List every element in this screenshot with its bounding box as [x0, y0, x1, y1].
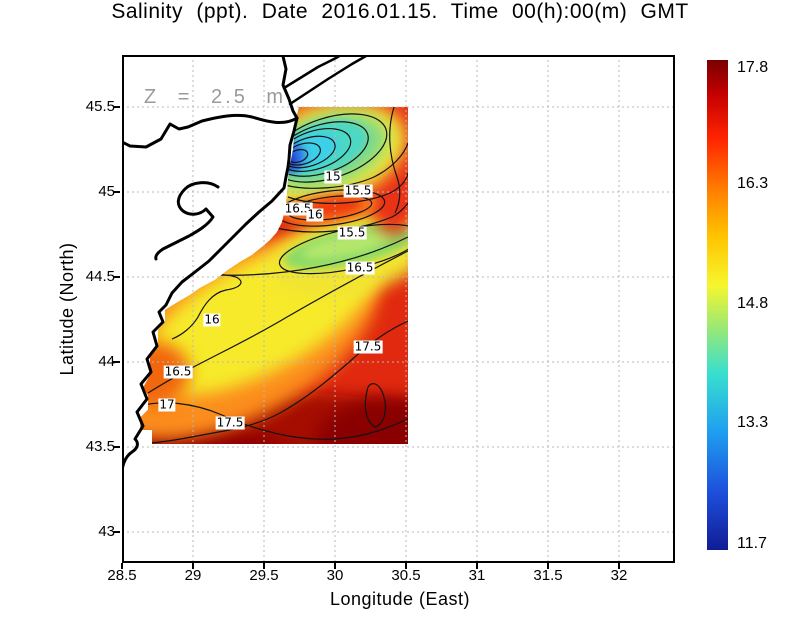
y-tick-label: 43.5	[85, 438, 115, 455]
x-tick-mark	[618, 563, 620, 569]
x-tick-label: 30.5	[391, 567, 421, 584]
y-tick-mark	[113, 361, 120, 363]
y-tick-mark	[113, 191, 120, 193]
x-axis-title: Longitude (East)	[329, 589, 471, 609]
colorbar-tick-label: 17.8	[737, 59, 769, 76]
x-tick-label: 32	[610, 567, 628, 584]
y-tick-mark	[113, 106, 120, 108]
salinity-field-canvas	[122, 55, 675, 563]
x-tick-mark	[476, 563, 478, 569]
depth-annotation: Z = 2.5 m	[144, 86, 287, 108]
x-tick-mark	[263, 563, 265, 569]
contour-label: 17.5	[353, 339, 383, 354]
x-tick-label: 31.5	[533, 567, 563, 584]
contour-label: 15	[324, 169, 342, 184]
contour-label: 15.5	[337, 225, 367, 240]
contour-label: 16	[306, 207, 324, 222]
contour-label: 16.5	[283, 201, 313, 216]
x-tick-label: 28.5	[107, 567, 137, 584]
x-tick-label: 31	[468, 567, 486, 584]
x-tick-mark	[334, 563, 336, 569]
colorbar	[707, 60, 728, 550]
x-tick-label: 29	[184, 567, 202, 584]
y-tick-label: 43	[98, 523, 115, 540]
y-tick-mark	[113, 446, 120, 448]
chart-title: Salinity (ppt). Date 2016.01.15. Time 00…	[111, 0, 689, 23]
salinity-color-field	[140, 107, 408, 444]
colorbar-tick-label: 13.3	[737, 414, 769, 431]
colorbar-tick-label: 16.3	[737, 175, 769, 192]
y-tick-label: 45	[98, 183, 115, 200]
coastline	[122, 55, 368, 473]
y-axis-title: Latitude (North)	[57, 242, 77, 376]
contour-label: 16.5	[345, 260, 375, 275]
x-tick-mark	[121, 563, 123, 569]
contour-label: 16.5	[163, 364, 193, 379]
x-tick-mark	[192, 563, 194, 569]
y-tick-label: 45.5	[85, 98, 115, 115]
x-tick-mark	[547, 563, 549, 569]
y-tick-label: 44	[98, 353, 115, 370]
y-tick-label: 44.5	[85, 268, 115, 285]
contour-label: 17.5	[215, 415, 245, 430]
y-tick-mark	[113, 531, 120, 533]
colorbar-gradient	[707, 60, 728, 550]
contour-label: 17	[158, 397, 176, 412]
colorbar-tick-label: 11.7	[737, 535, 767, 552]
grid-lines	[122, 55, 675, 563]
x-tick-label: 29.5	[249, 567, 279, 584]
y-tick-mark	[113, 276, 120, 278]
map-plot-area: Z = 2.5 m 15 15.5 16.5 16 15.5 16.5 16 1…	[122, 55, 675, 563]
colorbar-tick-label: 14.8	[737, 295, 769, 312]
contour-label: 15.5	[343, 183, 373, 198]
contour-label: 16	[203, 312, 221, 327]
x-tick-mark	[405, 563, 407, 569]
x-tick-label: 30	[326, 567, 344, 584]
